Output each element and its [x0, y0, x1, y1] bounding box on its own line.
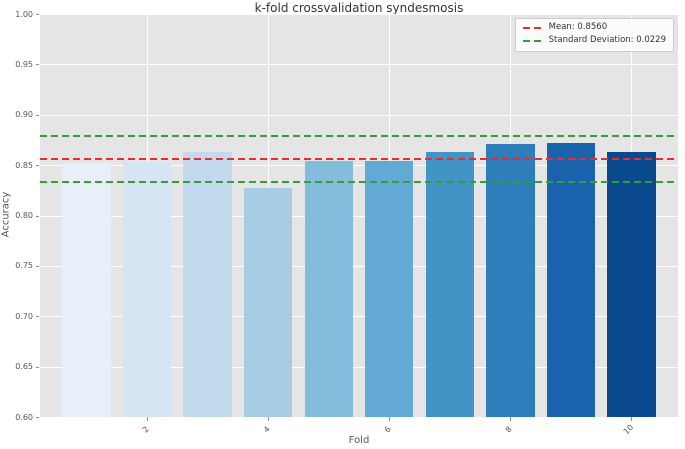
ytick-mark-0.65	[36, 366, 39, 368]
bar-fold-10	[607, 152, 656, 417]
gridline-y-0.70	[40, 316, 678, 318]
ytick-mark-0.70	[36, 316, 39, 318]
legend-item-mean: Mean: 0.8560	[522, 22, 666, 32]
legend-label-std: Standard Deviation: 0.0229	[548, 35, 666, 46]
ytick-mark-0.90	[36, 114, 39, 116]
xtick-mark-6	[389, 417, 391, 421]
xtick-label-4: 4	[261, 424, 272, 435]
bar-fold-2	[122, 162, 172, 417]
legend-item-std: Standard Deviation: 0.0229	[522, 35, 666, 46]
mean-line-swatch	[522, 26, 543, 29]
x-axis-label: Fold	[348, 435, 370, 446]
gridline-y-0.85	[40, 165, 678, 167]
chart-title: k-fold crossvalidation syndesmosis	[254, 1, 464, 15]
bar-fold-4	[243, 188, 293, 417]
ytick-label-0.70: 0.70	[15, 311, 33, 321]
std-line-swatch	[522, 40, 543, 43]
xtick-mark-8	[510, 417, 512, 421]
gridline-y-1.00	[40, 14, 678, 15]
ytick-mark-0.85	[36, 165, 39, 167]
legend: Mean: 0.8560 Standard Deviation: 0.0229	[514, 18, 674, 52]
ytick-label-0.90: 0.90	[15, 110, 33, 120]
legend-label-mean: Mean: 0.8560	[548, 22, 608, 32]
gridline-y-0.90	[40, 114, 678, 116]
xtick-mark-10	[631, 417, 633, 421]
gridline-y-0.95	[40, 64, 678, 66]
ytick-label-0.95: 0.95	[15, 59, 33, 69]
ytick-mark-1.00	[36, 14, 39, 15]
std-lower-line	[40, 181, 678, 184]
ytick-mark-0.75	[36, 265, 39, 267]
gridline-y-0.65	[40, 366, 678, 368]
ytick-label-0.65: 0.65	[15, 362, 33, 372]
ytick-mark-0.95	[36, 64, 39, 66]
xtick-label-8: 8	[504, 424, 515, 435]
ytick-label-1.00: 1.00	[15, 9, 33, 19]
xtick-label-2: 2	[140, 424, 151, 435]
mean-line	[40, 158, 678, 161]
bar-fold-3	[183, 152, 232, 417]
ytick-mark-0.80	[36, 215, 39, 217]
bar-fold-8	[486, 143, 535, 417]
xtick-mark-2	[147, 417, 149, 421]
xtick-mark-4	[268, 417, 270, 421]
gridline-y-0.80	[40, 215, 678, 217]
bar-fold-7	[425, 152, 474, 417]
plot-area: Mean: 0.8560 Standard Deviation: 0.0229	[40, 14, 678, 418]
bar-fold-6	[365, 161, 414, 417]
bar-fold-9	[546, 142, 596, 417]
bar-fold-5	[304, 161, 353, 417]
ytick-label-0.85: 0.85	[15, 160, 33, 170]
ytick-label-0.80: 0.80	[15, 211, 33, 220]
std-upper-line	[40, 135, 678, 138]
bar-fold-1	[62, 163, 111, 417]
ytick-label-0.60: 0.60	[15, 412, 33, 422]
xtick-label-6: 6	[383, 424, 393, 435]
gridline-y-0.75	[40, 265, 678, 267]
ytick-mark-0.60	[36, 417, 39, 418]
ytick-label-0.75: 0.75	[15, 261, 33, 271]
gridline-y-0.60	[40, 417, 678, 418]
